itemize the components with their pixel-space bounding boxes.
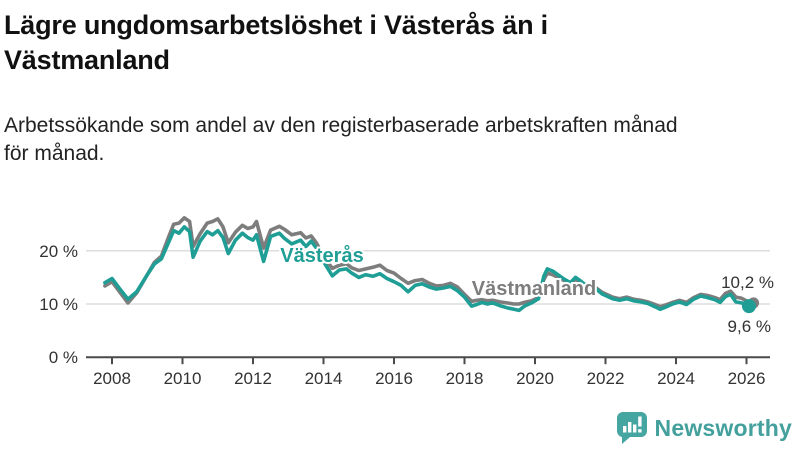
end-value-vastmanland: 10,2 % [721,273,774,292]
x-axis-tick-label: 2020 [516,369,554,388]
x-axis: 2008 2010 2012 2014 2016 2018 2020 2022 2024 2026 [86,356,770,388]
end-value-vasteras: 9,6 % [728,317,771,336]
chart-title: Lägre ungdomsarbetslöshet i Västerås än … [4,8,764,77]
series-line-vasteras [103,225,751,313]
x-axis-tick-label: 2022 [587,369,625,388]
x-axis-tick-label: 2010 [164,369,202,388]
chart-subtitle-line2: för månad. [4,141,105,165]
gridlines: 0 % 10 % 20 % [39,242,770,367]
chart-title-line2: Västmanland [4,44,170,75]
x-axis-tick-label: 2008 [93,369,131,388]
series-line-vastmanland [103,216,756,309]
x-axis-tick-label: 2012 [234,369,272,388]
chart-subtitle-line1: Arbetssökande som andel av den registerb… [4,114,678,137]
newsworthy-logo[interactable]: Newsworthy [615,411,792,445]
series-end-dots [741,297,760,314]
series-label-vasteras: Västerås [280,244,363,267]
newsworthy-wordmark: Newsworthy [654,414,792,441]
series-label-vastmanland: Västmanland [472,278,596,300]
x-axis-tick-label: 2014 [305,369,343,388]
y-axis-tick-label: 10 % [39,295,78,314]
newsworthy-icon [615,411,648,445]
chart-title-line1: Lägre ungdomsarbetslöshet i Västerås än … [4,10,548,40]
y-axis-tick-label: 0 % [49,348,78,367]
x-axis-tick-label: 2016 [375,369,413,388]
series-lines [103,216,756,313]
x-axis-tick-label: 2026 [728,369,766,388]
x-axis-tick-label: 2018 [446,369,484,388]
chart-subtitle: Arbetssökande som andel av den registerb… [4,112,794,167]
x-axis-tick-label: 2024 [657,369,695,388]
y-axis-tick-label: 20 % [39,242,78,261]
end-dot-vasteras [741,299,756,314]
